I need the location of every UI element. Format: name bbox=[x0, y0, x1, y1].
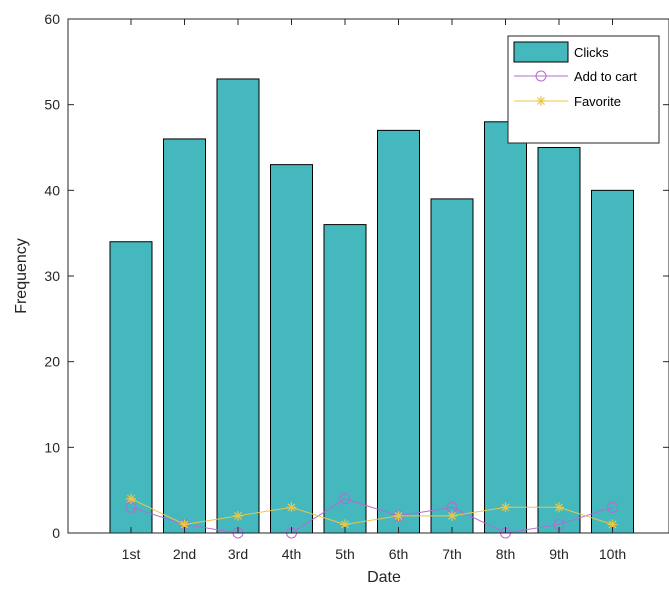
point-favorite-9th bbox=[554, 502, 564, 513]
bar-7th bbox=[430, 198, 474, 534]
y-axis-title: Frequency bbox=[13, 238, 30, 314]
point-favorite-1st bbox=[126, 493, 136, 504]
x-tick-label-1st: 1st bbox=[122, 546, 141, 562]
bar-5th bbox=[323, 224, 367, 534]
point-favorite-6th bbox=[393, 510, 404, 521]
y-tick-label-40: 40 bbox=[44, 182, 60, 198]
x-tick-label-7th: 7th bbox=[442, 546, 461, 562]
y-tick-label-10: 10 bbox=[44, 439, 60, 455]
bar-4th bbox=[270, 164, 313, 534]
x-tick-label-4th: 4th bbox=[282, 546, 301, 562]
point-favorite-8th bbox=[500, 502, 511, 513]
y-axis-ticks: 0 10 20 30 40 50 60 bbox=[44, 11, 669, 541]
line-add-to-cart bbox=[130, 498, 613, 534]
legend: Clicks Add to cart Favorite bbox=[507, 35, 660, 144]
point-favorite-3rd bbox=[233, 510, 243, 521]
x-tick-label-5th: 5th bbox=[335, 546, 354, 562]
bar-9th bbox=[537, 147, 581, 534]
x-tick-label-9th: 9th bbox=[549, 546, 568, 562]
point-add-to-cart-5th bbox=[339, 493, 351, 505]
bar-6th bbox=[377, 129, 420, 534]
y-tick-label-20: 20 bbox=[44, 354, 60, 370]
x-tick-label-3rd: 3rd bbox=[228, 546, 248, 562]
point-add-to-cart-10th bbox=[607, 501, 618, 513]
legend-label-add-to-cart: Add to cart bbox=[574, 69, 637, 84]
legend-marker-favorite bbox=[536, 96, 546, 106]
x-tick-label-8th: 8th bbox=[496, 546, 515, 562]
y-tick-label-60: 60 bbox=[44, 11, 60, 27]
x-tick-label-6th: 6th bbox=[389, 546, 408, 562]
line-favorite bbox=[130, 498, 613, 525]
point-favorite-7th bbox=[447, 510, 457, 521]
legend-label-favorite: Favorite bbox=[574, 94, 621, 109]
point-favorite-2nd bbox=[179, 519, 190, 530]
x-tick-label-10th: 10th bbox=[599, 546, 626, 562]
bar-series-clicks bbox=[109, 78, 634, 534]
bar-8th bbox=[484, 121, 527, 534]
y-tick-label-50: 50 bbox=[44, 97, 60, 113]
point-favorite-4th bbox=[286, 502, 297, 513]
legend-label-clicks: Clicks bbox=[574, 45, 609, 60]
legend-marker-add-to-cart bbox=[535, 70, 547, 82]
point-favorite-10th bbox=[607, 519, 618, 530]
bar-10th bbox=[591, 189, 634, 534]
y-tick-label-0: 0 bbox=[52, 525, 60, 541]
x-axis-ticks: 1st 2nd 3rd 4th 5th 6th 7th 8th 9th 10th bbox=[122, 19, 626, 562]
point-favorite-5th bbox=[340, 519, 350, 530]
bar-1st bbox=[109, 241, 153, 534]
x-axis-title: Date bbox=[367, 569, 401, 586]
bar-3rd bbox=[216, 78, 260, 534]
bar-2nd bbox=[163, 138, 206, 534]
x-tick-label-2nd: 2nd bbox=[173, 546, 196, 562]
legend-swatch-clicks bbox=[513, 41, 569, 63]
y-tick-label-30: 30 bbox=[44, 268, 60, 284]
